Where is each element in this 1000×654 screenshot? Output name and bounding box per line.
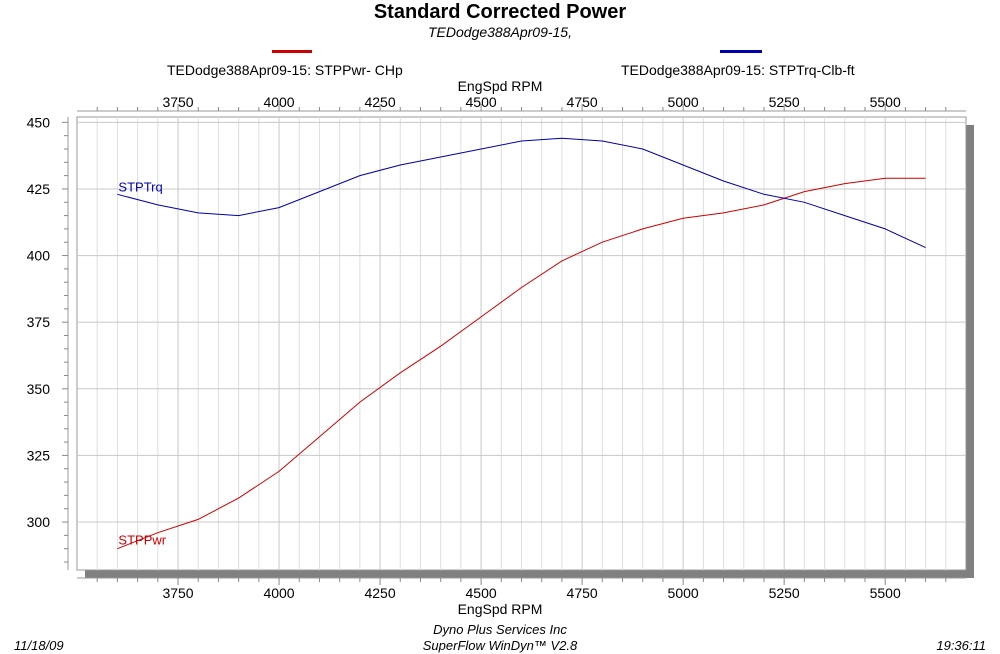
x-tick-label-bottom: 5000 — [668, 585, 699, 601]
legend-swatch-stppwr — [272, 50, 312, 53]
chart-title: Standard Corrected Power — [373, 1, 627, 23]
x-tick-label-top: 4750 — [567, 94, 598, 110]
series-label-stptrq: STPTrq — [118, 179, 162, 194]
x-tick-label-top: 4250 — [364, 94, 395, 110]
x-tick-label-bottom: 4000 — [263, 585, 294, 601]
plot-shadow-right — [966, 125, 974, 578]
footer-company: Dyno Plus Services Inc — [433, 622, 567, 637]
y-tick-label: 300 — [27, 514, 51, 530]
y-tick-label: 450 — [27, 114, 51, 130]
footer-date: 11/18/09 — [14, 638, 64, 653]
legend-swatch-stptrq — [720, 50, 762, 53]
y-tick-label: 325 — [27, 447, 51, 463]
y-tick-label: 350 — [27, 381, 51, 397]
legend-label-stptrq: TEDodge388Apr09-15: STPTrq-Clb-ft — [621, 62, 855, 78]
x-tick-label-top: 5500 — [870, 94, 901, 110]
y-tick-label: 425 — [27, 181, 51, 197]
footer-time: 19:36:11 — [936, 638, 986, 653]
x-tick-label-bottom: 4500 — [466, 585, 497, 601]
x-tick-label-top: 4500 — [466, 94, 497, 110]
x-tick-label-top: 3750 — [162, 94, 193, 110]
x-tick-label-bottom: 5250 — [769, 585, 800, 601]
plot-shadow-bottom — [85, 570, 974, 578]
x-tick-label-top: 5000 — [668, 94, 699, 110]
footer-software: SuperFlow WinDyn™ V2.8 — [422, 638, 578, 653]
legend-label-stppwr: TEDodge388Apr09-15: STPPwr- CHp — [167, 62, 403, 78]
x-tick-label-bottom: 4250 — [364, 585, 395, 601]
series-label-stppwr: STPPwr — [118, 533, 166, 548]
x-tick-label-top: 5250 — [769, 94, 800, 110]
y-tick-label: 400 — [27, 248, 51, 264]
x-tick-label-bottom: 4750 — [567, 585, 598, 601]
x-tick-label-top: 4000 — [263, 94, 294, 110]
x-tick-label-bottom: 3750 — [162, 585, 193, 601]
x-axis-label-bottom: EngSpd RPM — [457, 601, 543, 617]
x-axis-label-top: EngSpd RPM — [457, 78, 543, 94]
chart-subtitle: TEDodge388Apr09-15, — [428, 24, 572, 40]
series-line-stppwr — [117, 177, 926, 550]
series-line-stptrq — [117, 137, 926, 249]
y-tick-label: 375 — [27, 314, 51, 330]
x-tick-label-bottom: 5500 — [870, 585, 901, 601]
